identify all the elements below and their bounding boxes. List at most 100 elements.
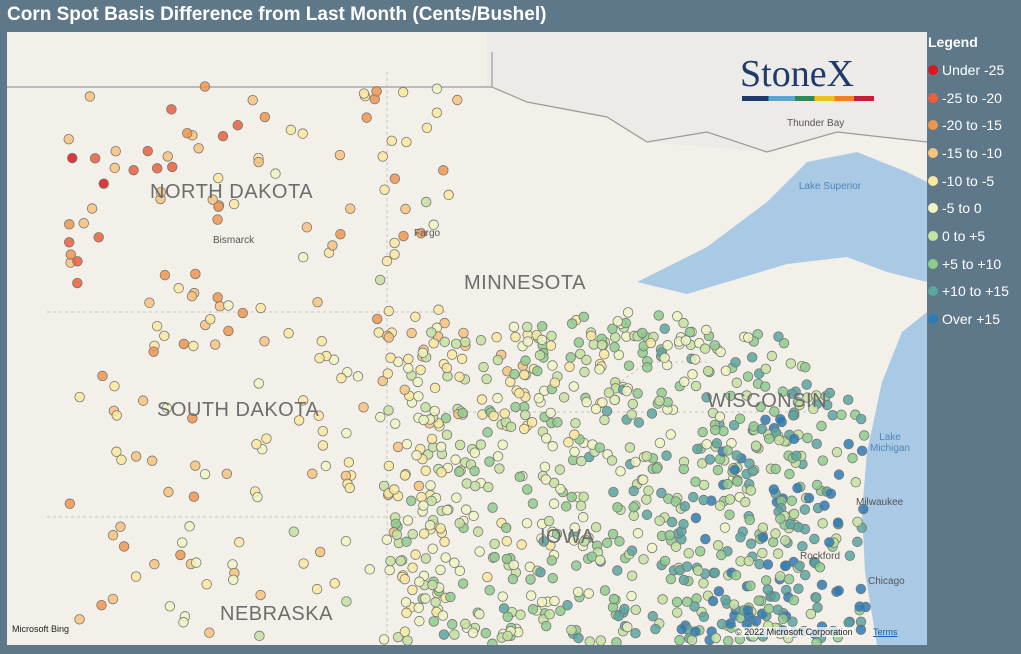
- legend-item[interactable]: -25 to -20: [928, 84, 1009, 112]
- location-dot: [801, 379, 812, 390]
- legend-item[interactable]: Under -25: [928, 56, 1009, 84]
- location-dot: [163, 486, 174, 498]
- location-dot: [653, 310, 664, 321]
- location-dot: [799, 504, 811, 515]
- location-dot: [778, 337, 790, 349]
- legend-item[interactable]: +5 to +10: [928, 250, 1009, 278]
- location-dot: [159, 330, 170, 342]
- location-dot: [563, 437, 574, 448]
- location-dot: [573, 632, 584, 644]
- legend-item[interactable]: +10 to +15: [928, 278, 1009, 306]
- location-dot: [420, 593, 431, 604]
- location-dot: [545, 407, 556, 419]
- location-dot: [400, 203, 411, 215]
- location-dot: [383, 332, 395, 343]
- location-dot: [843, 617, 854, 628]
- location-dot: [452, 94, 463, 106]
- location-dot: [402, 635, 413, 645]
- location-dot: [540, 474, 552, 485]
- legend-swatch: [928, 64, 938, 75]
- location-dot: [509, 368, 520, 380]
- location-dot: [420, 465, 431, 476]
- location-dot: [327, 240, 338, 251]
- location-dot: [316, 336, 327, 347]
- location-dot: [797, 541, 808, 552]
- location-dot: [428, 616, 439, 627]
- location-dot: [403, 353, 414, 365]
- location-dot: [343, 457, 355, 468]
- location-dot: [594, 442, 605, 453]
- location-dot: [223, 325, 234, 337]
- location-dot: [858, 430, 870, 441]
- terms-link[interactable]: Terms: [873, 627, 898, 637]
- legend-item[interactable]: -5 to 0: [928, 194, 1009, 222]
- location-dot: [401, 607, 412, 619]
- location-dot: [494, 463, 505, 474]
- location-dot: [98, 178, 109, 189]
- location-dot: [204, 627, 215, 638]
- location-dot: [497, 439, 508, 450]
- location-dot: [259, 336, 270, 347]
- location-dot: [583, 588, 594, 599]
- location-dot: [345, 203, 356, 214]
- location-dot: [399, 384, 410, 395]
- location-dot: [628, 485, 639, 497]
- location-dot: [772, 548, 784, 559]
- location-dot: [825, 488, 837, 499]
- location-dot: [259, 111, 271, 123]
- location-dot: [63, 237, 75, 248]
- location-dot: [555, 605, 566, 616]
- location-dot: [654, 515, 665, 526]
- location-dot: [701, 324, 712, 336]
- location-dot: [420, 402, 431, 413]
- location-dot: [578, 491, 589, 503]
- location-dot: [596, 339, 608, 351]
- location-dot: [638, 554, 649, 565]
- location-dot: [407, 584, 418, 596]
- legend-item[interactable]: Over +15: [928, 305, 1009, 333]
- location-dot: [492, 392, 503, 404]
- location-dot: [199, 468, 211, 480]
- location-dot: [793, 522, 804, 533]
- map: [7, 32, 927, 645]
- location-dot: [358, 88, 370, 99]
- location-dot: [115, 521, 126, 532]
- location-dot: [536, 334, 548, 346]
- location-dot: [522, 484, 533, 495]
- location-dot: [375, 274, 386, 286]
- location-dot: [97, 370, 108, 382]
- location-dot: [293, 415, 305, 426]
- state-label: WISCONSIN: [707, 390, 828, 412]
- location-dot: [762, 559, 774, 570]
- legend-item[interactable]: -20 to -15: [928, 111, 1009, 139]
- location-dot: [431, 83, 443, 94]
- location-dot: [578, 311, 590, 323]
- location-dot: [298, 395, 309, 406]
- legend-item[interactable]: -15 to -10: [928, 139, 1009, 167]
- location-dot: [573, 337, 585, 348]
- location-dot: [757, 522, 769, 533]
- location-dot: [297, 252, 309, 263]
- location-dot: [491, 332, 502, 343]
- location-dot: [413, 391, 424, 402]
- location-dot: [144, 297, 155, 308]
- location-dot: [532, 365, 543, 377]
- location-dot: [413, 480, 425, 492]
- location-dot: [780, 535, 791, 546]
- legend-swatch: [928, 230, 938, 241]
- location-dot: [612, 565, 623, 576]
- location-dot: [695, 546, 706, 557]
- location-dot: [527, 604, 539, 615]
- location-dot: [283, 328, 294, 339]
- location-dot: [607, 528, 619, 540]
- location-dot: [576, 455, 587, 467]
- location-dot: [572, 586, 584, 598]
- location-dot: [656, 487, 667, 499]
- legend-item[interactable]: 0 to +5: [928, 222, 1009, 250]
- location-dot: [253, 156, 264, 168]
- location-dot: [615, 466, 626, 477]
- legend-item[interactable]: -10 to -5: [928, 167, 1009, 195]
- state-label: MINNESOTA: [464, 272, 586, 294]
- location-dot: [392, 441, 404, 453]
- legend-swatch: [928, 314, 938, 325]
